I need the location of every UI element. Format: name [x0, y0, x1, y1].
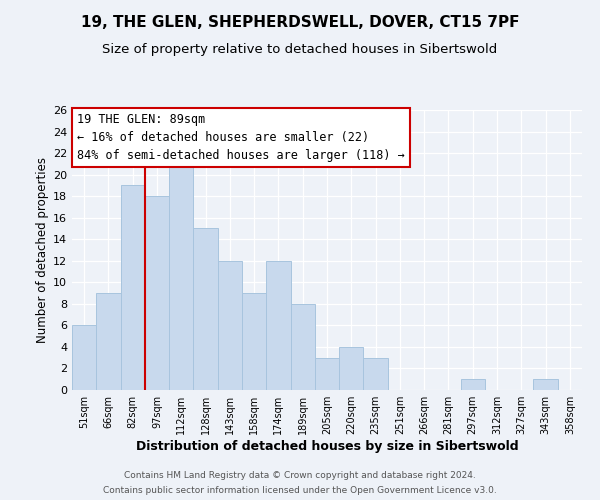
Bar	[242, 293, 266, 390]
Bar	[96, 293, 121, 390]
Bar	[461, 379, 485, 390]
Bar	[169, 153, 193, 390]
Bar	[533, 379, 558, 390]
Bar	[193, 228, 218, 390]
X-axis label: Distribution of detached houses by size in Sibertswold: Distribution of detached houses by size …	[136, 440, 518, 453]
Bar	[145, 196, 169, 390]
Bar	[72, 326, 96, 390]
Bar	[218, 261, 242, 390]
Text: Contains HM Land Registry data © Crown copyright and database right 2024.: Contains HM Land Registry data © Crown c…	[124, 471, 476, 480]
Y-axis label: Number of detached properties: Number of detached properties	[36, 157, 49, 343]
Bar	[315, 358, 339, 390]
Text: Size of property relative to detached houses in Sibertswold: Size of property relative to detached ho…	[103, 42, 497, 56]
Text: Contains public sector information licensed under the Open Government Licence v3: Contains public sector information licen…	[103, 486, 497, 495]
Bar	[121, 186, 145, 390]
Bar	[339, 347, 364, 390]
Bar	[364, 358, 388, 390]
Text: 19, THE GLEN, SHEPHERDSWELL, DOVER, CT15 7PF: 19, THE GLEN, SHEPHERDSWELL, DOVER, CT15…	[81, 15, 519, 30]
Text: 19 THE GLEN: 89sqm
← 16% of detached houses are smaller (22)
84% of semi-detache: 19 THE GLEN: 89sqm ← 16% of detached hou…	[77, 113, 405, 162]
Bar	[266, 261, 290, 390]
Bar	[290, 304, 315, 390]
